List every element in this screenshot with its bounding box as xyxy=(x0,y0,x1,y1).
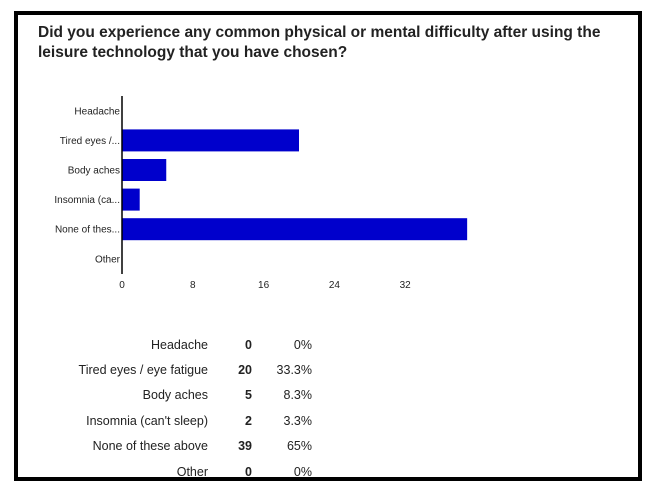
row-count: 5 xyxy=(245,388,252,403)
x-tick-label: 16 xyxy=(258,280,270,291)
y-tick-label: None of thes... xyxy=(55,225,120,236)
row-label: Other xyxy=(176,464,208,479)
summary-table-body: Headache 0 0% Tired eyes / eye fatigue 20 33.… xyxy=(26,332,312,484)
row-count: 0 xyxy=(245,337,252,352)
bar-chart: Headache Tired eyes /... Body aches Insomni… xyxy=(54,96,468,291)
row-percent: 33.3% xyxy=(276,363,312,378)
y-tick-label: Body aches xyxy=(68,166,120,177)
x-tick-label: 24 xyxy=(329,280,341,291)
row-count: 0 xyxy=(245,464,252,479)
table-row: Other 0 0% xyxy=(26,459,312,484)
row-label: None of these above xyxy=(92,439,208,454)
row-percent: 0% xyxy=(293,337,312,352)
row-label: Body aches xyxy=(142,388,208,403)
y-tick-label: Tired eyes /... xyxy=(60,136,120,147)
row-percent: 8.3% xyxy=(283,388,313,403)
row-percent: 3.3% xyxy=(283,413,313,428)
row-label: Headache xyxy=(151,337,208,352)
y-tick-label: Other xyxy=(95,254,121,265)
x-tick-label: 8 xyxy=(190,280,196,291)
bar xyxy=(122,129,299,152)
row-percent: 65% xyxy=(286,439,312,454)
y-tick-label: Insomnia (ca... xyxy=(54,195,120,206)
summary-table: Headache 0 0% Tired eyes / eye fatigue 20 33.… xyxy=(26,332,312,484)
table-row: Insomnia (can't sleep) 2 3.3% xyxy=(26,408,312,433)
plot-area: Headache Tired eyes /... Body aches Insomni… xyxy=(54,96,468,291)
chart-title: Did you experience any common physical o… xyxy=(38,24,601,61)
row-count: 2 xyxy=(245,413,252,428)
table-row: Body aches 5 8.3% xyxy=(26,383,312,408)
row-percent: 0% xyxy=(293,464,312,479)
bar xyxy=(122,218,468,241)
bar xyxy=(122,159,167,181)
y-tick-label: Headache xyxy=(74,106,120,117)
x-tick-label: 0 xyxy=(119,280,125,291)
table-row: Tired eyes / eye fatigue 20 33.3% xyxy=(26,357,312,382)
bar xyxy=(122,188,140,211)
row-count: 39 xyxy=(238,439,252,454)
table-row: None of these above 39 65% xyxy=(26,434,312,459)
table-row: Headache 0 0% xyxy=(26,332,312,357)
x-tick-label: 32 xyxy=(400,280,412,291)
row-label: Insomnia (can't sleep) xyxy=(86,413,208,428)
row-label: Tired eyes / eye fatigue xyxy=(78,363,208,378)
row-count: 20 xyxy=(238,363,252,378)
chart-frame: Did you experience any common physical o… xyxy=(14,11,642,481)
